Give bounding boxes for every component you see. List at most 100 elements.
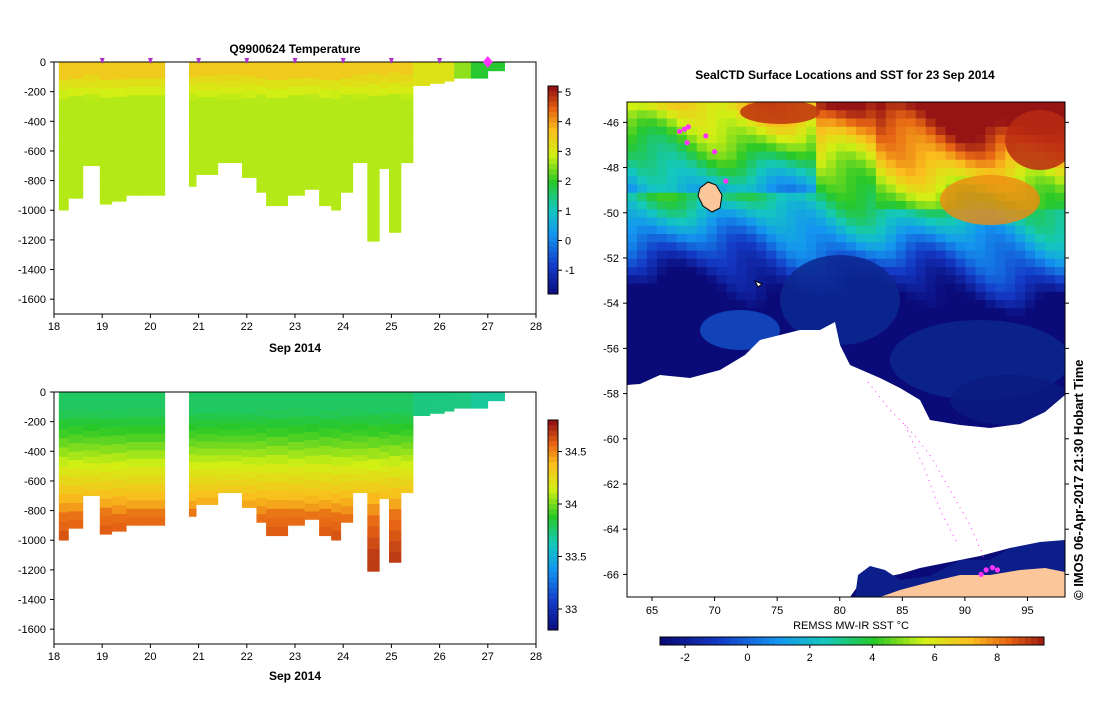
- sst-cell: [955, 135, 967, 144]
- profile-cell: [413, 405, 431, 408]
- colorbar-segment: [548, 200, 558, 207]
- sst-cell: [945, 291, 957, 301]
- sst-cell: [875, 349, 887, 359]
- profile-cell: [367, 207, 380, 220]
- sst-cell: [1005, 258, 1016, 268]
- sst-cell: [696, 151, 708, 161]
- temperature-title: Q9900624 Temperature: [229, 42, 361, 56]
- sst-cell: [905, 192, 917, 202]
- profile-cell: [140, 162, 166, 171]
- sst-cell: [925, 201, 937, 210]
- sst-cell: [706, 300, 718, 309]
- sst-cell: [985, 151, 996, 161]
- profile-cell: [331, 200, 342, 211]
- sst-cell: [855, 217, 867, 227]
- sst-cell: [846, 168, 857, 177]
- sst-cell: [676, 242, 688, 252]
- sst-cell: [1015, 102, 1026, 111]
- sst-cell: [995, 267, 1006, 276]
- colorbar-segment: [548, 257, 558, 264]
- profile-cell: [68, 409, 84, 418]
- profile-cell: [470, 71, 489, 73]
- profile-cell: [196, 160, 219, 168]
- colorbar-segment: [548, 619, 558, 626]
- warm-patch: [940, 175, 1040, 225]
- sst-cell: [855, 176, 867, 186]
- sst-cell: [915, 324, 927, 334]
- map-colorbar-segment: [1012, 637, 1019, 645]
- profile-cell: [454, 70, 472, 72]
- profile-cell: [217, 112, 243, 119]
- profile-cell: [99, 392, 113, 402]
- colorbar-segment: [548, 153, 558, 160]
- sst-cell: [656, 250, 668, 260]
- profile-cell: [111, 192, 127, 202]
- sst-cell: [985, 143, 996, 153]
- profile-cell: [444, 80, 455, 82]
- sst-cell: [656, 201, 668, 210]
- map-colorbar-segment: [813, 637, 821, 645]
- profile-cell: [266, 106, 289, 117]
- sst-cell: [686, 217, 698, 227]
- sst-cell: [925, 267, 937, 276]
- map-colorbar-segment: [666, 637, 674, 645]
- sst-cell: [836, 118, 847, 128]
- sst-cell: [895, 192, 907, 202]
- sst-cell: [696, 267, 708, 276]
- sst-cell: [716, 242, 728, 252]
- profile-cell: [413, 62, 431, 64]
- sst-cell: [915, 390, 927, 400]
- colorbar-segment: [548, 236, 558, 243]
- profile-cell: [196, 76, 219, 84]
- profile-cell: [111, 409, 127, 419]
- sst-cell: [1005, 118, 1016, 128]
- profile-cell: [487, 68, 505, 70]
- map-colorbar-segment: [967, 637, 975, 645]
- profile-cell: [401, 99, 414, 107]
- profile-cell: [256, 489, 267, 499]
- profile-cell: [111, 435, 127, 445]
- sst-cell: [995, 143, 1006, 153]
- profile-cell: [126, 500, 142, 510]
- sst-cell: [686, 316, 698, 326]
- sst-cell: [776, 168, 787, 177]
- profile-cell: [287, 475, 305, 485]
- profile-cell: [413, 69, 431, 72]
- sst-cell: [706, 349, 718, 359]
- profile-cell: [352, 62, 368, 69]
- profile-cell: [367, 129, 380, 141]
- sst-cell: [646, 118, 658, 128]
- profile-cell: [331, 117, 342, 128]
- profile-cell: [340, 392, 354, 401]
- profile-cell: [140, 458, 166, 468]
- sst-cell: [905, 159, 917, 169]
- sst-cell: [636, 291, 648, 301]
- profile-cell: [99, 186, 113, 196]
- sst-cell: [905, 184, 917, 194]
- profile-cell: [340, 143, 354, 152]
- sst-cell: [686, 209, 698, 219]
- sst-cell: [696, 118, 708, 128]
- warm-patch: [740, 102, 820, 124]
- colorbar-segment: [548, 446, 558, 452]
- profile-cell: [454, 393, 472, 395]
- sst-cell: [895, 102, 907, 111]
- profile-cell: [454, 76, 472, 78]
- sst-cell: [726, 135, 738, 144]
- profile-cell: [487, 397, 505, 399]
- profile-cell: [196, 132, 219, 140]
- sst-cell: [706, 135, 718, 144]
- profile-cell: [287, 500, 305, 510]
- profile-cell: [340, 432, 354, 442]
- seal-location: [685, 124, 691, 130]
- profile-cell: [487, 394, 505, 396]
- profile-cell: [319, 124, 332, 135]
- sst-cell: [736, 159, 748, 169]
- sst-cell: [965, 225, 977, 235]
- sst-cell: [905, 126, 917, 136]
- map-colorbar-label: REMSS MW-IR SST °C: [793, 620, 909, 632]
- sst-cell: [945, 225, 957, 235]
- sst-cell: [955, 234, 967, 243]
- sst-cell: [895, 143, 907, 153]
- sst-cell: [726, 159, 738, 169]
